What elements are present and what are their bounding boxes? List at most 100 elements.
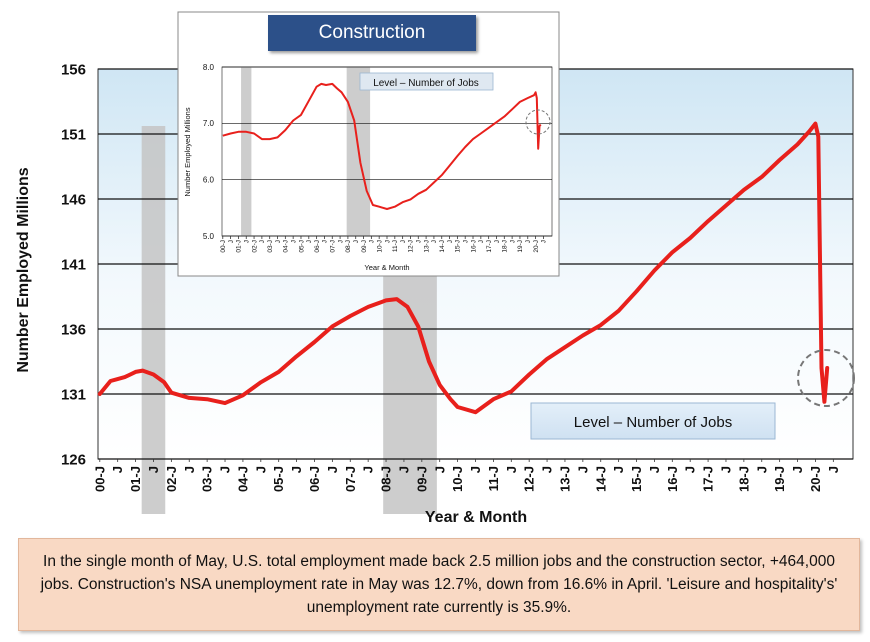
main-xtick-label: 11-J xyxy=(486,466,501,491)
main-xtick-label: J xyxy=(575,466,590,473)
main-xtick-label: 14-J xyxy=(593,466,608,492)
main-xtick-label: 03-J xyxy=(200,466,215,492)
inset-xtick-label: J xyxy=(416,240,423,243)
construction-inset: 5.06.07.08.0 00-J J 01-J J 02-J J 03-J J 04-J J 05… xyxy=(177,11,560,277)
main-xtick-label: 01-J xyxy=(128,466,143,492)
main-xtick-label: J xyxy=(754,466,769,473)
inset-title: Construction xyxy=(268,15,476,51)
main-xtick-label: J xyxy=(540,466,555,473)
main-xtick-label: J xyxy=(683,466,698,473)
inset-xtick-label: 03-J xyxy=(267,240,274,253)
inset-xtick-label: 10-J xyxy=(376,240,383,253)
main-xtick-label: J xyxy=(361,466,376,473)
inset-xtick-label: J xyxy=(244,240,251,243)
inset-xtick-label: 06-J xyxy=(314,240,321,253)
main-xtick-label: 07-J xyxy=(343,466,358,492)
inset-xtick-label: 20-J xyxy=(533,240,540,253)
inset-xtick-label: 18-J xyxy=(502,240,509,253)
construction-series-line xyxy=(222,82,542,210)
inset-recession-band xyxy=(241,67,252,236)
inset-annotation: Level – Number of Jobs xyxy=(373,78,479,89)
main-xtick-label: J xyxy=(504,466,519,473)
inset-xtick-label: 13-J xyxy=(423,240,430,253)
main-ytick-label: 136 xyxy=(61,321,86,338)
inset-xlabel: Year & Month xyxy=(364,263,409,272)
main-xtick-label: J xyxy=(468,466,483,473)
inset-xtick-label: J xyxy=(494,240,501,243)
main-xtick-label: J xyxy=(218,466,233,473)
main-xtick-label: J xyxy=(790,466,805,473)
main-xtick-label: J xyxy=(396,466,411,473)
inset-annotation-box xyxy=(359,72,494,91)
main-xtick-label: 12-J xyxy=(522,466,537,492)
inset-xtick-label: J xyxy=(400,240,407,243)
inset-xtick-label: J xyxy=(322,240,329,243)
main-highlight-circle xyxy=(797,349,855,407)
inset-xtick-label: 01-J xyxy=(236,240,243,253)
inset-xtick-label: 09-J xyxy=(361,240,368,253)
inset-xtick-label: J xyxy=(525,240,532,243)
main-xtick-label: J xyxy=(826,466,841,473)
inset-xtick-label: J xyxy=(353,240,360,243)
inset-xtick-label: 07-J xyxy=(330,240,337,253)
main-xtick-label: J xyxy=(253,466,268,473)
main-xtick-label: J xyxy=(289,466,304,473)
caption-text: In the single month of May, U.S. total e… xyxy=(40,553,838,616)
inset-xtick-label: 17-J xyxy=(486,240,493,253)
main-xtick-label: 06-J xyxy=(307,466,322,492)
inset-xtick-label: 00-J xyxy=(220,240,227,253)
main-ytick-label: 141 xyxy=(61,256,86,273)
inset-xtick-label: 11-J xyxy=(392,240,399,252)
inset-highlight-circle xyxy=(525,109,551,135)
main-xtick-label: 19-J xyxy=(772,466,787,492)
inset-xtick-label: 04-J xyxy=(283,240,290,253)
inset-xtick-label: 08-J xyxy=(345,240,352,253)
inset-xtick-label: J xyxy=(275,240,282,243)
main-ytick-label: 156 xyxy=(61,61,86,78)
main-xtick-label: J xyxy=(146,466,161,473)
main-xtick-label: 15-J xyxy=(629,466,644,492)
inset-ytick-label: 8.0 xyxy=(203,63,215,72)
caption-box: In the single month of May, U.S. total e… xyxy=(18,538,860,631)
inset-xtick-label: J xyxy=(369,240,376,243)
main-xtick-label: J xyxy=(647,466,662,473)
inset-ytick-label: 6.0 xyxy=(203,175,215,184)
main-xtick-label: 02-J xyxy=(164,466,179,492)
inset-xtick-label: 14-J xyxy=(439,240,446,253)
main-xtick-label: 20-J xyxy=(808,466,823,492)
main-xtick-label: 10-J xyxy=(450,466,465,492)
inset-xtick-label: J xyxy=(462,240,469,243)
main-ytick-label: 151 xyxy=(61,126,86,143)
inset-xtick-label: 02-J xyxy=(251,240,258,253)
inset-xtick-label: J xyxy=(290,240,297,243)
inset-xtick-label: 16-J xyxy=(470,240,477,253)
main-xtick-label: J xyxy=(432,466,447,473)
inset-xtick-label: J xyxy=(431,240,438,243)
main-xtick-label: 08-J xyxy=(379,466,394,492)
main-xtick-label: J xyxy=(325,466,340,473)
main-xtick-label: 13-J xyxy=(558,466,573,492)
main-annotation-box xyxy=(530,402,776,440)
inset-xtick-label: J xyxy=(541,240,548,243)
main-xtick-label: 17-J xyxy=(701,466,716,492)
inset-xtick-label: 12-J xyxy=(408,240,415,253)
inset-plot-area xyxy=(221,66,553,237)
main-xtick-label: 05-J xyxy=(271,466,286,492)
inset-xtick-label: J xyxy=(509,240,516,243)
inset-xtick-label: 05-J xyxy=(298,240,305,253)
main-xtick-label: 18-J xyxy=(736,466,751,492)
inset-ylabel: Number Employed Millions xyxy=(183,107,192,196)
inset-xtick-label: J xyxy=(259,240,266,243)
inset-xtick-label: 15-J xyxy=(455,240,462,253)
main-recession-band xyxy=(141,126,166,514)
main-xtick-label: 00-J xyxy=(92,466,107,492)
inset-xtick-label: J xyxy=(478,240,485,243)
main-xtick-label: J xyxy=(611,466,626,473)
inset-xtick-label: 19-J xyxy=(517,240,524,253)
main-annotation: Level – Number of Jobs xyxy=(574,414,732,431)
main-xtick-label: 09-J xyxy=(414,466,429,492)
employment-series-line xyxy=(97,121,830,415)
inset-ytick-label: 5.0 xyxy=(203,232,215,241)
inset-ytick-label: 7.0 xyxy=(203,119,215,128)
